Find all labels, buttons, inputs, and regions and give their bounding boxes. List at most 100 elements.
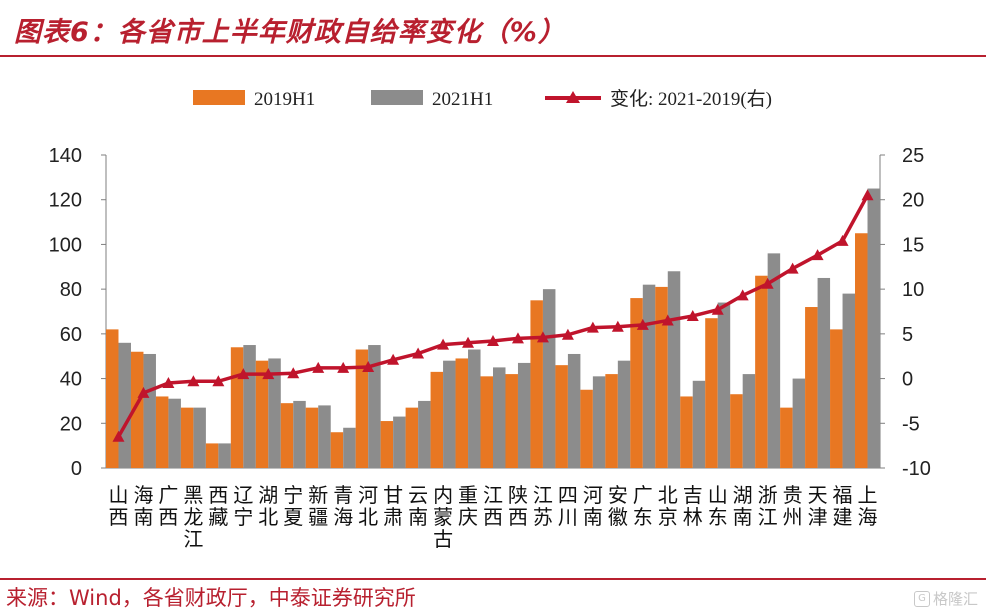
y-left-tick-label: 80 bbox=[60, 279, 82, 301]
x-tick-label: 北京 bbox=[658, 483, 678, 529]
legend-swatch-2021h1 bbox=[371, 90, 423, 105]
bar-2019h1 bbox=[255, 360, 269, 468]
bar-2019h1 bbox=[605, 374, 618, 468]
bar-2021h1 bbox=[742, 374, 756, 468]
y-left-tick-label: 40 bbox=[60, 369, 82, 391]
change-marker bbox=[611, 320, 624, 332]
x-tick-label: 四川 bbox=[558, 483, 578, 529]
change-marker bbox=[561, 328, 574, 340]
x-tick-label: 河南 bbox=[583, 483, 603, 529]
bar-2019h1 bbox=[755, 275, 768, 468]
bar-2021h1 bbox=[218, 443, 231, 468]
x-tick-label: 天津 bbox=[808, 483, 828, 529]
bar-2019h1 bbox=[855, 233, 868, 468]
x-tick-label: 湖北 bbox=[258, 483, 278, 529]
change-marker bbox=[412, 347, 425, 359]
change-marker bbox=[536, 331, 549, 343]
source-rule bbox=[0, 578, 986, 580]
bar-2021h1 bbox=[143, 353, 156, 468]
change-marker bbox=[811, 249, 824, 261]
bar-2019h1 bbox=[130, 351, 144, 468]
bar-2019h1 bbox=[780, 407, 793, 468]
legend-label-change: 变化: 2021-2019(右) bbox=[610, 88, 772, 110]
watermark-text: 格隆汇 bbox=[932, 590, 978, 608]
x-tick-label: 福建 bbox=[833, 483, 853, 529]
bar-2021h1 bbox=[567, 353, 581, 468]
x-tick-label: 安徽 bbox=[608, 483, 628, 529]
y-left-tick-label: 140 bbox=[49, 145, 82, 167]
x-tick-label: 重庆 bbox=[458, 483, 478, 529]
y-right-tick-label: -10 bbox=[902, 458, 931, 480]
change-marker bbox=[137, 386, 150, 398]
x-tick-label: 上海 bbox=[858, 483, 878, 529]
bar-2019h1 bbox=[480, 376, 493, 468]
bar-2019h1 bbox=[630, 298, 643, 468]
bar-2021h1 bbox=[243, 345, 256, 468]
bar-2019h1 bbox=[230, 347, 244, 468]
bar-2021h1 bbox=[542, 289, 556, 468]
x-tick-label: 新疆 bbox=[308, 483, 328, 529]
change-marker bbox=[337, 361, 350, 373]
x-tick-label: 西藏 bbox=[208, 483, 228, 529]
y-right-tick-label: 5 bbox=[902, 324, 913, 346]
bar-2021h1 bbox=[767, 253, 781, 468]
bar-2021h1 bbox=[667, 271, 681, 468]
x-tick-label: 贵州 bbox=[783, 483, 803, 529]
legend-marker-change bbox=[566, 91, 580, 103]
x-tick-label: 甘肃 bbox=[383, 483, 403, 529]
bar-2021h1 bbox=[493, 367, 506, 468]
source-note: 来源：Wind，各省财政厅，中泰证券研究所 bbox=[6, 586, 416, 610]
bar-2021h1 bbox=[617, 360, 631, 468]
y-right-tick-label: 15 bbox=[902, 234, 924, 256]
change-marker bbox=[861, 189, 874, 201]
change-marker bbox=[212, 375, 225, 387]
x-tick-label: 海南 bbox=[133, 483, 153, 529]
y-left-tick-label: 20 bbox=[60, 413, 82, 435]
legend-label-2021h1: 2021H1 bbox=[432, 89, 493, 110]
bar-2021h1 bbox=[368, 345, 381, 468]
x-tick-label: 辽宁 bbox=[233, 483, 253, 529]
y-left-tick-label: 60 bbox=[60, 324, 82, 346]
bar-2021h1 bbox=[592, 376, 606, 468]
x-tick-label: 内蒙古 bbox=[433, 483, 453, 551]
bar-2021h1 bbox=[118, 342, 131, 468]
change-marker bbox=[462, 336, 475, 348]
x-tick-label: 山东 bbox=[708, 483, 728, 529]
y-right-tick-label: -5 bbox=[902, 413, 920, 435]
bar-2019h1 bbox=[430, 371, 444, 468]
bar-2019h1 bbox=[680, 396, 693, 468]
title-rule bbox=[0, 55, 986, 57]
watermark-logo-icon: G bbox=[913, 590, 930, 607]
bar-2021h1 bbox=[792, 378, 806, 468]
bar-2019h1 bbox=[280, 403, 294, 468]
x-tick-label: 河北 bbox=[358, 483, 378, 529]
bar-2019h1 bbox=[705, 318, 718, 468]
bar-2019h1 bbox=[530, 300, 543, 468]
bar-2021h1 bbox=[293, 400, 306, 468]
bar-2019h1 bbox=[405, 407, 419, 468]
x-tick-label: 黑龙江 bbox=[183, 483, 203, 551]
bar-2021h1 bbox=[468, 349, 481, 468]
x-tick-label: 浙江 bbox=[758, 483, 778, 529]
change-marker bbox=[262, 368, 275, 380]
change-marker bbox=[362, 360, 375, 372]
change-marker bbox=[836, 234, 849, 246]
change-marker bbox=[711, 303, 724, 315]
bar-2021h1 bbox=[817, 277, 831, 468]
change-marker bbox=[661, 314, 674, 326]
bar-2021h1 bbox=[393, 416, 406, 468]
bar-2019h1 bbox=[305, 407, 319, 468]
bar-2019h1 bbox=[355, 349, 369, 468]
chart: 0 20 40 60 80 100 120 140 -10 -5 0 5 10 15 20 25 山西海南广西黑… bbox=[49, 88, 931, 551]
bar-2021h1 bbox=[692, 380, 706, 468]
change-marker bbox=[112, 430, 125, 442]
x-tick-label: 广东 bbox=[633, 483, 653, 529]
y-right-tick-label: 0 bbox=[902, 369, 913, 391]
y-right-tick-label: 20 bbox=[902, 190, 924, 212]
bar-2021h1 bbox=[418, 400, 431, 468]
change-marker bbox=[736, 289, 749, 301]
bar-2019h1 bbox=[555, 365, 568, 468]
legend-swatch-2019h1 bbox=[193, 90, 245, 105]
bar-2021h1 bbox=[268, 358, 281, 468]
change-marker bbox=[387, 353, 400, 365]
